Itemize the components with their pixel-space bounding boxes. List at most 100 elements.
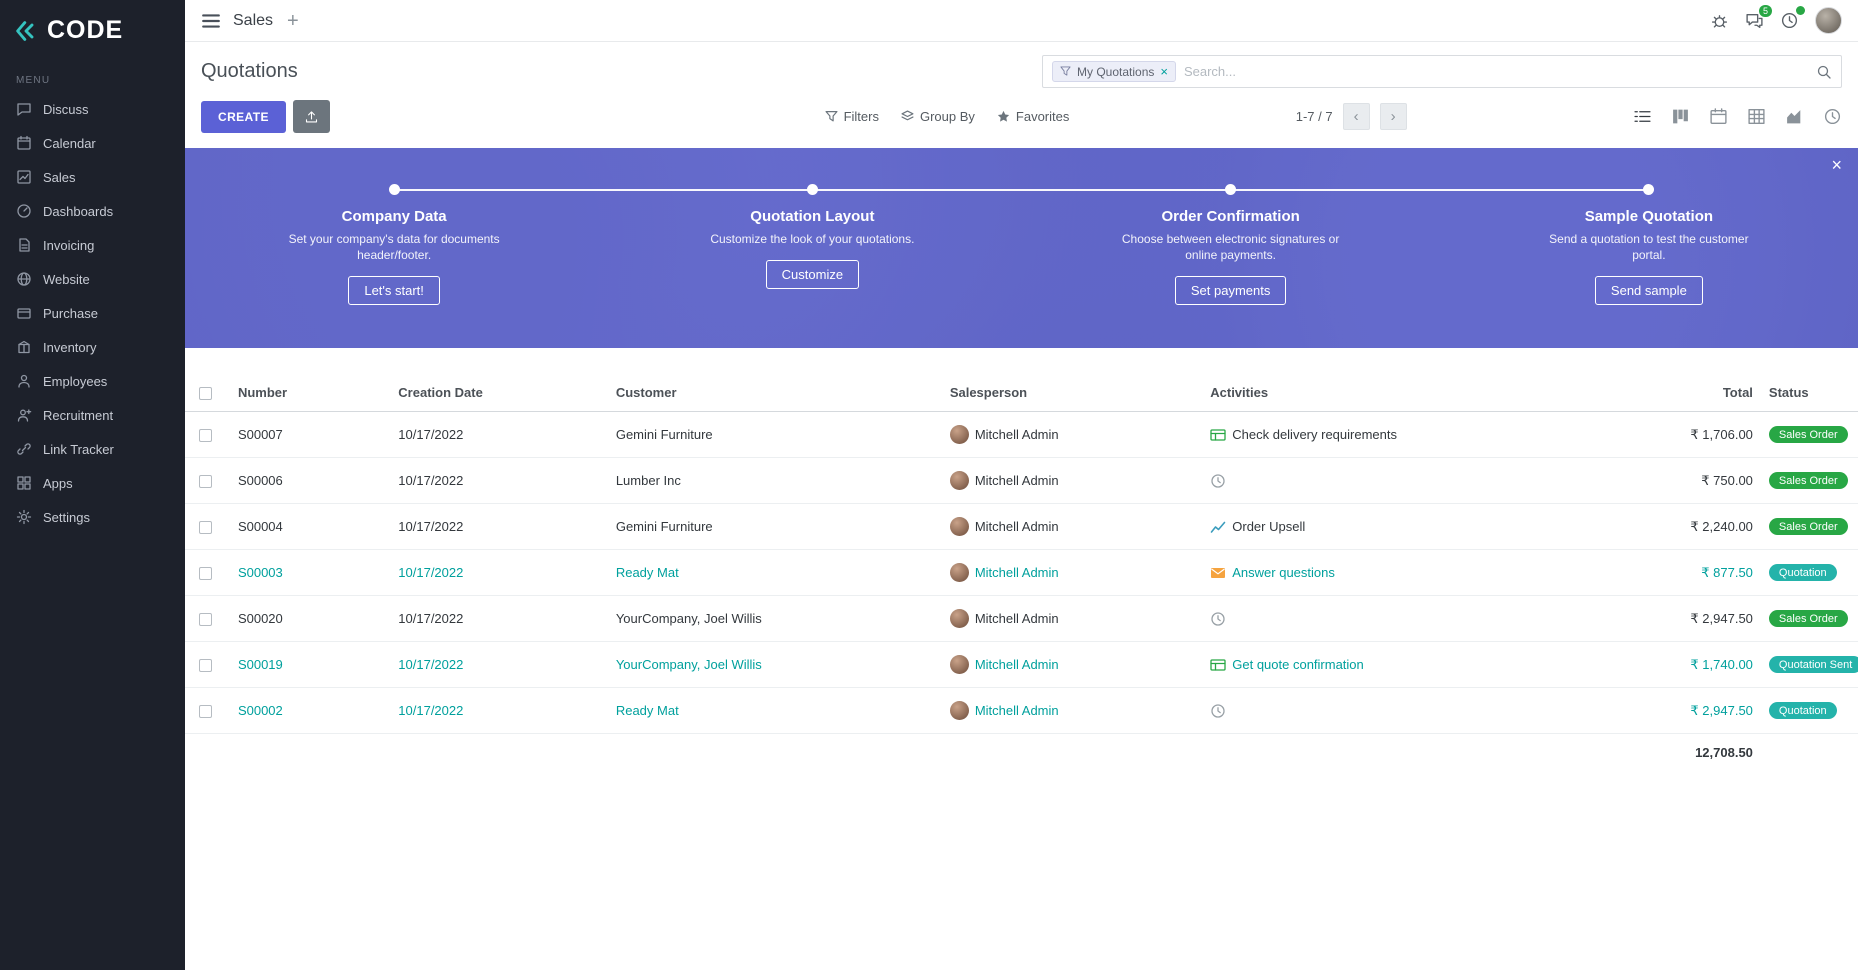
- favorites-button[interactable]: Favorites: [997, 109, 1069, 124]
- sidebar-item-dashboards[interactable]: Dashboards: [0, 194, 185, 228]
- activity-view-button[interactable]: [1823, 107, 1842, 126]
- hamburger-icon[interactable]: [201, 11, 221, 31]
- user-avatar[interactable]: [1815, 7, 1842, 34]
- salesperson-avatar: [949, 655, 969, 675]
- table-row[interactable]: S00002 10/17/2022 Ready Mat Mitchell Adm…: [185, 687, 1858, 735]
- facet-remove-button[interactable]: ×: [1160, 64, 1168, 79]
- sidebar-item-employees[interactable]: Employees: [0, 364, 185, 398]
- group-by-button[interactable]: Group By: [901, 109, 975, 124]
- filters-label: Filters: [843, 109, 879, 124]
- upload-icon: [305, 111, 317, 123]
- row-checkbox[interactable]: [199, 613, 212, 627]
- table-footer-row: 12,708.50: [185, 734, 1858, 772]
- sidebar-item-discuss[interactable]: Discuss: [0, 92, 185, 126]
- column-header-number[interactable]: Number: [229, 374, 391, 413]
- search-input[interactable]: [1183, 64, 1808, 79]
- sidebar-item-label: Dashboards: [43, 203, 114, 219]
- column-header-customer[interactable]: Customer: [607, 374, 942, 413]
- pivot-view-button[interactable]: [1747, 107, 1766, 126]
- upload-button[interactable]: [292, 100, 330, 133]
- column-header-total[interactable]: Total: [1643, 374, 1761, 413]
- salesperson-name: Mitchell Admin: [974, 519, 1059, 535]
- sidebar-item-calendar[interactable]: Calendar: [0, 126, 185, 160]
- add-tab-button[interactable]: +: [287, 9, 299, 32]
- sidebar-item-inventory[interactable]: Inventory: [0, 330, 185, 364]
- step-title: Company Data: [341, 208, 447, 225]
- step-dot: [806, 184, 818, 195]
- brand-logo[interactable]: CODE: [0, 0, 185, 59]
- clock-icon[interactable]: [1210, 703, 1226, 719]
- table-row[interactable]: S00020 10/17/2022 YourCompany, Joel Will…: [185, 595, 1858, 643]
- messages-badge: 5: [1758, 5, 1772, 17]
- set-payments-button[interactable]: Set payments: [1174, 276, 1287, 306]
- customer-name: Gemini Furniture: [607, 411, 942, 459]
- step-title: Quotation Layout: [750, 208, 875, 225]
- row-checkbox[interactable]: [199, 521, 212, 535]
- search-facet[interactable]: My Quotations ×: [1052, 61, 1176, 82]
- clock-icon[interactable]: [1210, 611, 1226, 627]
- table-row[interactable]: S00007 10/17/2022 Gemini Furniture Mitch…: [185, 411, 1858, 459]
- sidebar-item-recruitment[interactable]: Recruitment: [0, 398, 185, 432]
- step-sample-quotation: Sample Quotation Send a quotation to tes…: [1440, 148, 1858, 348]
- kanban-view-button[interactable]: [1671, 107, 1690, 126]
- messages-button[interactable]: 5: [1745, 5, 1772, 30]
- sidebar-item-purchase[interactable]: Purchase: [0, 296, 185, 330]
- salesperson-avatar: [949, 701, 969, 721]
- table-row[interactable]: S00006 10/17/2022 Lumber Inc Mitchell Ad…: [185, 457, 1858, 505]
- salesperson-name: Mitchell Admin: [974, 427, 1059, 443]
- activities-button[interactable]: [1780, 6, 1805, 30]
- banner-close-button[interactable]: ×: [1831, 155, 1842, 175]
- envelope-icon: [1210, 565, 1226, 581]
- send-sample-button[interactable]: Send sample: [1594, 276, 1703, 306]
- search-facet-label: My Quotations: [1077, 64, 1155, 79]
- sidebar-item-website[interactable]: Website: [0, 262, 185, 296]
- customize-button[interactable]: Customize: [765, 260, 860, 290]
- purchase-icon: [16, 305, 32, 321]
- sidebar-item-apps[interactable]: Apps: [0, 466, 185, 500]
- search-icon[interactable]: [1816, 64, 1832, 80]
- column-header-status[interactable]: Status: [1760, 374, 1858, 413]
- table-row[interactable]: S00003 10/17/2022 Ready Mat Mitchell Adm…: [185, 549, 1858, 597]
- table-row[interactable]: S00004 10/17/2022 Gemini Furniture Mitch…: [185, 503, 1858, 551]
- create-button[interactable]: CREATE: [201, 100, 286, 133]
- sidebar-item-sales[interactable]: Sales: [0, 160, 185, 194]
- column-header-salesperson[interactable]: Salesperson: [941, 374, 1203, 413]
- row-checkbox[interactable]: [199, 567, 212, 581]
- row-checkbox[interactable]: [199, 659, 212, 673]
- table-row[interactable]: S00019 10/17/2022 YourCompany, Joel Will…: [185, 641, 1858, 689]
- row-checkbox[interactable]: [199, 705, 212, 719]
- debug-icon[interactable]: [1710, 11, 1729, 30]
- link-icon: [16, 441, 32, 457]
- graph-view-button[interactable]: [1785, 107, 1804, 126]
- list-view-button[interactable]: [1633, 107, 1652, 126]
- invoicing-icon: [16, 237, 32, 253]
- clock-icon[interactable]: [1210, 473, 1226, 489]
- order-number: S00019: [229, 641, 391, 689]
- creation-date: 10/17/2022: [390, 457, 608, 505]
- pager-prev-button[interactable]: ‹: [1342, 103, 1370, 130]
- sidebar-item-link-tracker[interactable]: Link Tracker: [0, 432, 185, 466]
- activity-label: Get quote confirmation: [1232, 657, 1364, 673]
- search-bar[interactable]: My Quotations ×: [1042, 55, 1842, 88]
- steps-progress-line: [394, 189, 1649, 191]
- salesperson-name: Mitchell Admin: [974, 473, 1059, 489]
- row-checkbox[interactable]: [199, 429, 212, 443]
- row-checkbox[interactable]: [199, 475, 212, 489]
- topbar: Sales + 5: [185, 0, 1858, 42]
- group-by-label: Group By: [919, 109, 975, 124]
- select-all-checkbox[interactable]: [199, 387, 212, 401]
- column-header-activities[interactable]: Activities: [1202, 374, 1644, 413]
- pager-next-button[interactable]: ›: [1379, 103, 1407, 130]
- salesperson-name: Mitchell Admin: [974, 565, 1059, 581]
- column-header-creation-date[interactable]: Creation Date: [390, 374, 608, 413]
- filters-button[interactable]: Filters: [825, 109, 879, 124]
- lets-start-button[interactable]: Let's start!: [348, 276, 440, 306]
- sidebar-item-invoicing[interactable]: Invoicing: [0, 228, 185, 262]
- calendar-view-button[interactable]: [1709, 107, 1728, 126]
- sidebar-item-settings[interactable]: Settings: [0, 500, 185, 534]
- total-amount: ₹ 1,740.00: [1643, 641, 1761, 689]
- creation-date: 10/17/2022: [390, 595, 608, 643]
- page-head: Quotations My Quotations ×: [185, 42, 1858, 92]
- status-badge: Sales Order: [1768, 426, 1848, 444]
